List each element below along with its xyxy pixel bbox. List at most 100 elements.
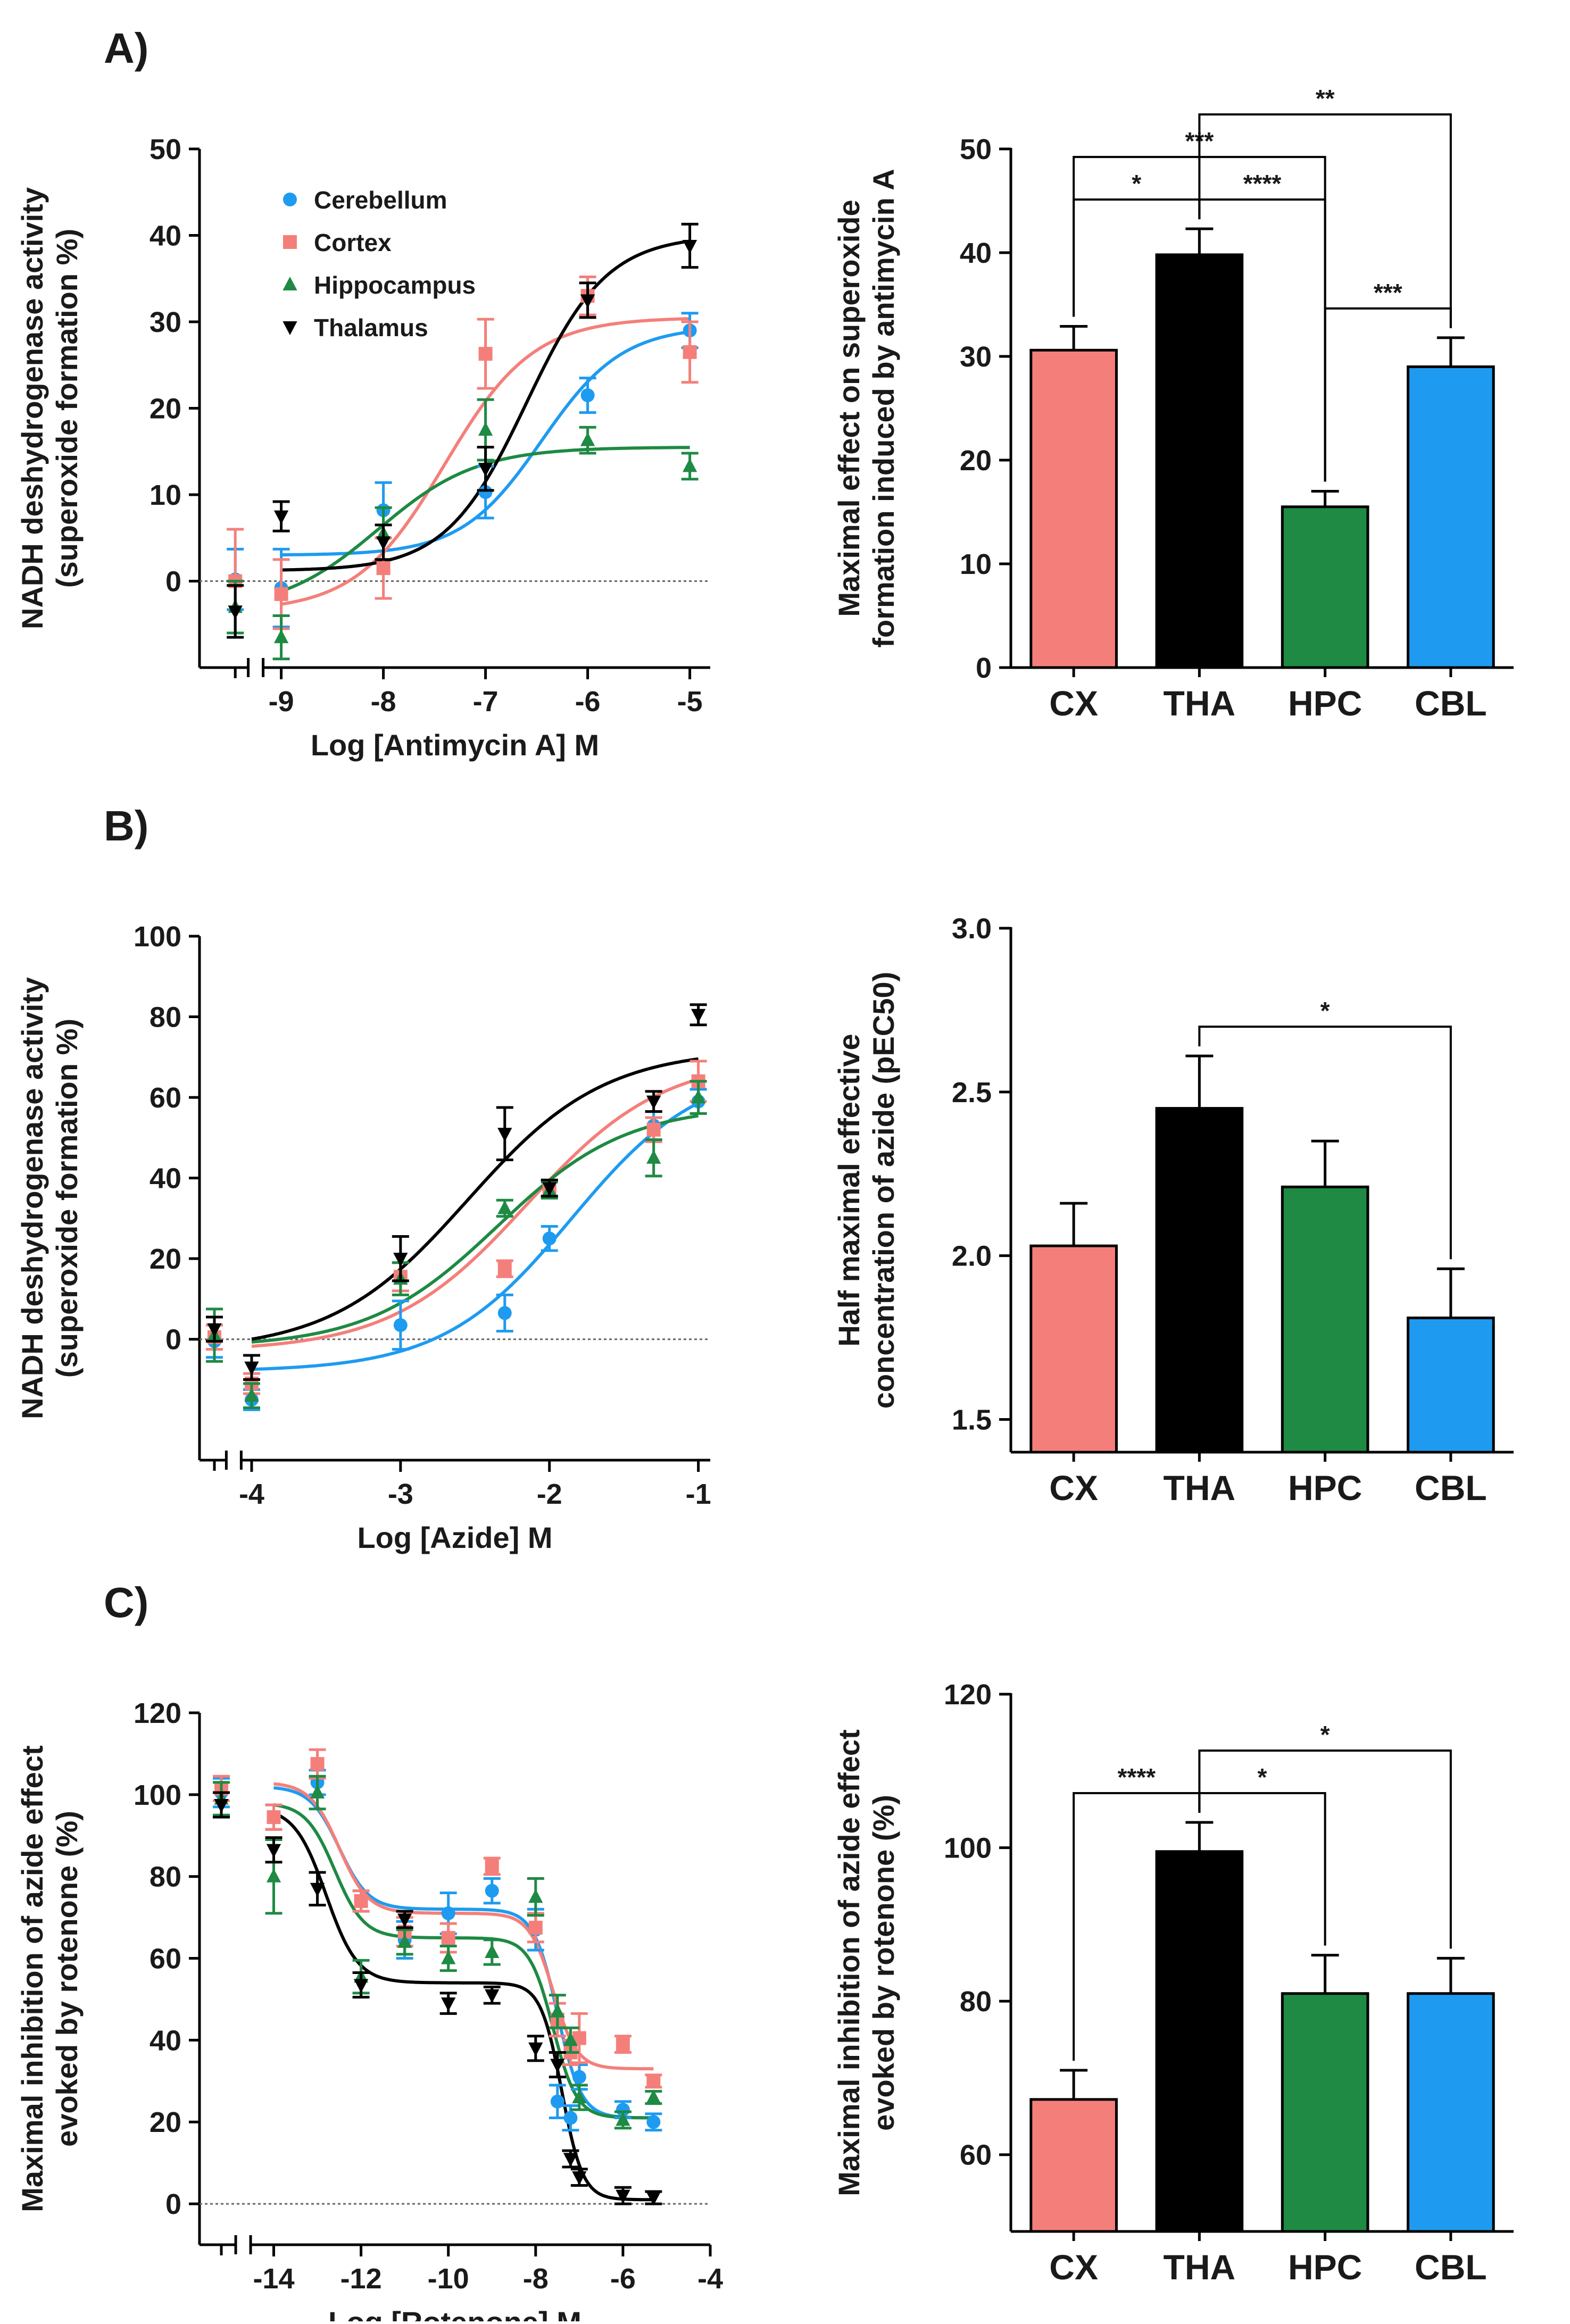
- y-tick-label: 50: [960, 134, 992, 165]
- data-point: [683, 345, 697, 359]
- series-thalamus: [205, 1003, 707, 1381]
- data-point: [646, 1095, 661, 1110]
- bar-tha: [1155, 1850, 1244, 2233]
- y-axis-title-line: formation induced by antimycin A: [867, 169, 900, 647]
- data-point: [550, 2003, 565, 2018]
- data-point: [497, 1306, 512, 1320]
- y-axis-title: Maximal effect on superoxide formation in…: [832, 169, 900, 647]
- y-axis-title-line: Half maximal effective: [832, 1034, 866, 1346]
- significance-label: *: [1132, 170, 1141, 197]
- data-point: [267, 1810, 281, 1825]
- data-point: [550, 2094, 564, 2109]
- data-point: [310, 1882, 325, 1897]
- x-tick-label-hpc: HPC: [1288, 1468, 1362, 1507]
- fit-curve-cerebellum: [273, 1786, 654, 2120]
- y-tick-label: 20: [149, 2106, 181, 2138]
- x-tick-label-hpc: HPC: [1288, 2247, 1362, 2287]
- x-tick-label: -8: [371, 686, 396, 718]
- bar-hpc: [1281, 505, 1369, 669]
- data-point: [691, 1009, 706, 1023]
- bar-tha: [1155, 253, 1244, 669]
- data-point: [376, 561, 391, 576]
- data-point: [273, 510, 289, 524]
- data-point: [485, 1859, 499, 1873]
- series-hippocampus: [213, 1775, 662, 2130]
- y-tick-label: 40: [149, 1163, 181, 1195]
- legend-label-thalamus: Thalamus: [314, 314, 428, 341]
- panel-label-C-left: C): [104, 1579, 148, 1626]
- y-tick-label: 0: [165, 2188, 181, 2220]
- y-axis-title-line: NADH deshydrogenase activity: [15, 977, 49, 1419]
- fit-curve-thalamus: [273, 1811, 654, 2202]
- data-point: [616, 2103, 630, 2117]
- data-point: [580, 388, 595, 403]
- y-axis-title-line: Maximal effect on superoxide: [832, 199, 866, 617]
- significance-label: ***: [1374, 279, 1402, 306]
- data-point: [397, 1934, 412, 1948]
- y-tick-label: 1.5: [952, 1404, 992, 1436]
- data-point: [273, 629, 289, 644]
- data-point: [478, 463, 493, 477]
- y-axis-title-line: concentration of azide (pEC50): [867, 972, 900, 1409]
- data-point: [646, 2192, 661, 2206]
- y-tick-label: 120: [134, 1697, 181, 1729]
- y-tick-label: 100: [944, 1832, 992, 1864]
- x-tick-label-tha: THA: [1164, 684, 1236, 723]
- y-axis-title-line: (superoxide formation %): [50, 229, 84, 588]
- bracket-line: [1198, 1749, 1452, 1949]
- data-point: [310, 1757, 325, 1771]
- data-point: [563, 2032, 578, 2046]
- legend-marker-cortex: [283, 235, 297, 249]
- data-point: [354, 1894, 368, 1908]
- data-point: [478, 347, 493, 361]
- y-tick-label: 20: [149, 393, 181, 425]
- data-point: [550, 2059, 565, 2073]
- y-tick-label: 20: [960, 445, 992, 477]
- data-point: [572, 2070, 586, 2084]
- y-axis-title-line: evoked by rotenone (%): [50, 1811, 84, 2147]
- x-tick-label: -4: [697, 2263, 723, 2295]
- chart-C-left: 0 20 40 60 80 100 120 -14 -12 -10 -8 -6 -4 Log [Roten…: [134, 1697, 723, 2324]
- data-point: [441, 1997, 456, 2012]
- y-tick-label: 40: [960, 237, 992, 269]
- x-tick-label-cbl: CBL: [1415, 684, 1487, 723]
- y-tick-label: 40: [149, 220, 181, 252]
- series-cortex: [227, 276, 699, 635]
- data-point: [485, 1989, 500, 2003]
- data-point: [310, 1785, 325, 1799]
- y-tick-label: 30: [960, 341, 992, 373]
- bar-cx: [1029, 1244, 1118, 1454]
- series-cerebellum: [205, 1088, 707, 1411]
- y-tick-label: 2.5: [952, 1077, 992, 1109]
- series-cerebellum: [227, 312, 699, 629]
- bar-cbl: [1407, 1317, 1495, 1454]
- y-tick-label: 50: [149, 134, 181, 165]
- legend: Cerebellum Cortex Hippocampus Thalamus: [283, 186, 476, 341]
- chart-A-left: 0 10 20 30 40 50 -9 -8 -7 -6 -5 Log [Antimycin A] M…: [149, 134, 710, 762]
- fit-curve-hippocampus: [273, 1803, 654, 2120]
- x-tick-label: -1: [686, 1478, 711, 1510]
- x-tick-label-cx: CX: [1049, 2247, 1098, 2287]
- y-tick-label: 20: [149, 1243, 181, 1275]
- data-point: [353, 1979, 369, 1993]
- data-point: [572, 2031, 586, 2045]
- data-point: [682, 458, 697, 472]
- fit-curve-cerebellum: [251, 1102, 700, 1371]
- x-tick-label: -2: [537, 1478, 562, 1510]
- y-tick-label: 10: [149, 479, 181, 511]
- chart-B-left: 0 20 40 60 80 100 -4 -3 -2 -1 Log [Azide] M: [134, 921, 711, 1554]
- y-axis-title: NADH deshydrogenase activity (superoxide …: [15, 977, 84, 1419]
- x-axis-title: Log [Antimycin A] M: [311, 728, 599, 762]
- data-point: [646, 2074, 661, 2088]
- series-thalamus: [213, 1791, 662, 2206]
- legend-label-cortex: Cortex: [314, 229, 392, 256]
- y-axis-title: NADH deshydrogenase activity (superoxide …: [15, 187, 84, 629]
- data-point: [207, 1323, 222, 1337]
- significance-bracket: *: [1198, 997, 1452, 1260]
- data-point: [572, 2089, 587, 2104]
- data-point: [616, 2112, 630, 2126]
- y-tick-label: 100: [134, 921, 181, 953]
- x-tick-label: -3: [388, 1478, 413, 1510]
- data-point: [542, 1231, 556, 1246]
